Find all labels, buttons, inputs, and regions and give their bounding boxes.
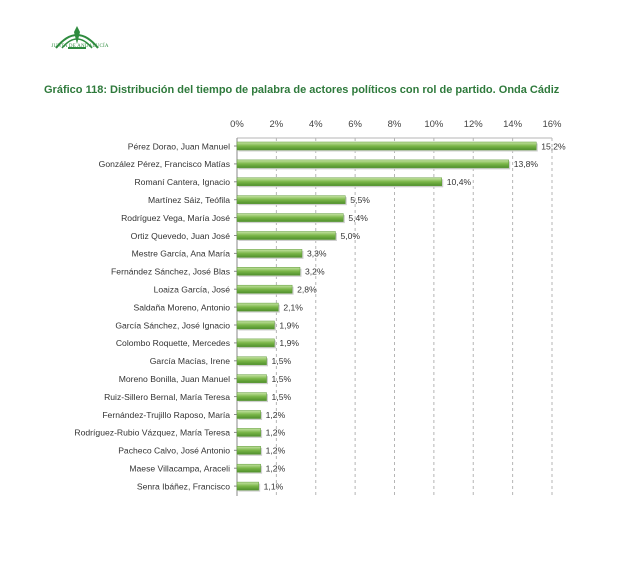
bar: [236, 410, 261, 419]
bar: [236, 195, 346, 204]
value-label: 2,8%: [297, 285, 317, 295]
bar: [236, 463, 261, 473]
category-label: Martínez Sáiz, Teófila: [148, 195, 230, 205]
value-label: 2,1%: [283, 302, 303, 312]
category-label: Mestre García, Ana María: [132, 249, 231, 259]
bar: [236, 428, 261, 437]
bar: [236, 159, 509, 169]
value-label: 1,5%: [272, 392, 292, 402]
value-label: 5,0%: [340, 231, 360, 241]
category-label: Moreno Bonilla, Juan Manuel: [119, 374, 230, 384]
category-label: Loaiza García, José: [154, 285, 231, 295]
value-label: 1,9%: [279, 320, 299, 330]
category-label: Ruiz-Sillero Bernal, María Teresa: [104, 392, 230, 402]
x-tick-label: 2%: [270, 119, 284, 130]
value-label: 3,3%: [307, 249, 327, 259]
value-label: 13,8%: [514, 159, 539, 169]
value-label: 5,4%: [348, 213, 368, 223]
value-label: 5,5%: [350, 195, 370, 205]
value-label: 3,2%: [305, 267, 325, 277]
bar: [236, 481, 259, 491]
x-tick-label: 12%: [464, 119, 484, 130]
logo-text: Junta de Andalucía: [51, 44, 109, 49]
value-label: 15,2%: [541, 141, 566, 151]
bar: [236, 141, 537, 151]
category-label: Rodríguez-Rubio Vázquez, María Teresa: [74, 428, 230, 438]
value-label: 1,2%: [266, 464, 286, 474]
category-label: Colombo Roquette, Mercedes: [116, 338, 230, 348]
bar: [236, 231, 336, 240]
value-label: 1,2%: [266, 410, 286, 420]
bar: [236, 446, 261, 455]
bar: [236, 338, 275, 348]
value-label: 1,5%: [272, 356, 292, 366]
x-tick-label: 8%: [388, 119, 402, 130]
chart-title: Gráfico 118: Distribución del tiempo de …: [44, 84, 560, 96]
category-label: Pacheco Calvo, José Antonio: [118, 446, 230, 456]
bar: [236, 374, 267, 383]
category-label: González Pérez, Francisco Matías: [99, 159, 230, 169]
x-tick-label: 10%: [424, 119, 444, 130]
bar: [236, 249, 303, 258]
category-label: Fernández-Trujillo Raposo, María: [102, 410, 230, 420]
category-label: Romaní Cantera, Ignacio: [134, 177, 230, 187]
bar: [236, 320, 275, 330]
category-label: García Sánchez, José Ignacio: [115, 320, 230, 330]
junta-de-andalucia-logo-icon: [55, 26, 99, 49]
category-label: Senra Ibáñez, Francisco: [137, 481, 230, 491]
value-label: 1,2%: [266, 428, 286, 438]
bar: [236, 356, 267, 366]
value-label: 1,2%: [266, 446, 286, 456]
category-label: Maese Villacampa, Araceli: [129, 464, 230, 474]
x-tick-label: 16%: [542, 119, 562, 130]
x-tick-label: 4%: [309, 119, 323, 130]
bar: [236, 284, 293, 294]
value-label: 1,5%: [272, 374, 292, 384]
bar: [236, 213, 344, 222]
value-label: 1,9%: [279, 338, 299, 348]
category-label: Rodríguez Vega, María José: [121, 213, 230, 223]
category-label: García Macías, Irene: [150, 356, 230, 366]
category-label: Ortiz Quevedo, Juan José: [131, 231, 231, 241]
value-label: 10,4%: [447, 177, 472, 187]
x-tick-label: 6%: [348, 119, 362, 130]
bar: [236, 392, 267, 401]
category-label: Pérez Dorao, Juan Manuel: [128, 141, 230, 151]
category-label: Fernández Sánchez, José Blas: [111, 267, 230, 277]
x-tick-label: 0%: [230, 119, 244, 130]
category-label: Saldaña Moreno, Antonio: [133, 302, 230, 312]
value-label: 1,1%: [264, 481, 284, 491]
bar: [236, 177, 442, 187]
bar: [236, 302, 279, 312]
bar: [236, 267, 301, 276]
x-tick-label: 14%: [503, 119, 523, 130]
